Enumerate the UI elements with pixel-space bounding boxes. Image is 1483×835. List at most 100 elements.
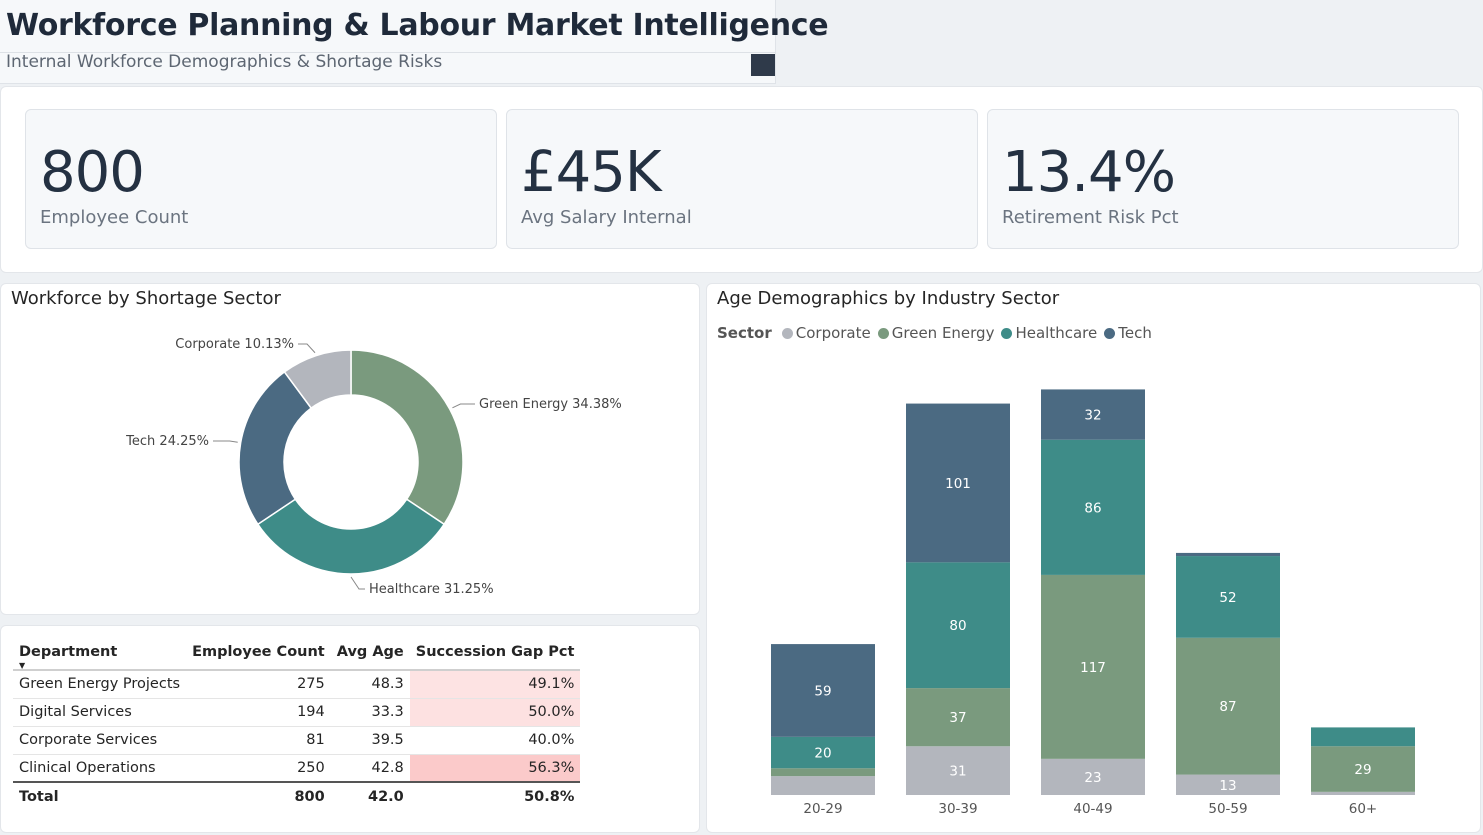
bar-segment-corporate[interactable] [1041,758,1145,795]
table-total-row: Total 800 42.0 50.8% [13,781,581,810]
bar-data-label: 52 [1219,590,1236,606]
bar-segment-tech[interactable] [906,403,1010,563]
bar-data-label: 117 [1080,660,1106,676]
donut-slice-green-energy[interactable] [350,349,464,526]
kpi-value: 13.4% [1002,140,1176,205]
cell-department: Clinical Operations [13,753,187,782]
bar-data-label: 87 [1219,699,1236,715]
cell-avg-age: 39.5 [330,725,410,754]
donut-leader-line [213,440,238,443]
bar-segment-green-energy[interactable] [1041,574,1145,759]
bar-data-label: 101 [945,476,971,492]
donut-data-label: Green Energy 34.38% [479,397,622,412]
stacked-bar-chart: 20 59 20-29 31 37 80 101 30-39 23 117 86 32 40-49 13 8… [771,389,1415,817]
total-employee-count: 800 [186,781,331,810]
donut-data-label: Healthcare 31.25% [369,582,494,597]
bar-segment-green-energy[interactable] [906,688,1010,747]
legend-label: Corporate [795,324,871,342]
kpi-band: 800 Employee Count £45K Avg Salary Inter… [0,86,1483,273]
bar-panel: Age Demographics by Industry Sector Sect… [706,283,1481,833]
cell-employee-count: 275 [186,669,331,698]
sort-desc-icon[interactable]: ▼ [19,661,26,670]
donut-slice-corporate[interactable] [283,349,352,410]
bar-segment-green-energy[interactable] [1176,637,1280,775]
legend-dot-icon [1001,327,1013,339]
menu-square-button[interactable] [751,54,775,76]
table-row[interactable]: Clinical Operations 250 42.8 56.3% [13,753,581,782]
bar-data-label: 13 [1219,778,1236,794]
table-row[interactable]: Corporate Services 81 39.5 40.0% [13,725,581,754]
cell-succession-gap: 50.0% [409,697,581,726]
kpi-card-avg-salary[interactable]: £45K Avg Salary Internal [506,109,978,249]
title-divider [0,52,776,53]
table-row[interactable]: Green Energy Projects 275 48.3 49.1% [13,669,581,698]
kpi-card-employee-count[interactable]: 800 Employee Count [25,109,497,249]
bar-segment-healthcare[interactable] [771,736,875,769]
column-header-avg-age[interactable]: Avg Age [336,643,404,660]
x-tick-label: 40-49 [1073,801,1112,817]
page-title: Workforce Planning & Labour Market Intel… [6,8,829,43]
column-header-label: Department [19,643,118,660]
x-tick-label: 60+ [1349,801,1378,817]
bar-segment-tech[interactable] [1041,389,1145,440]
legend-label: Healthcare [1015,324,1098,342]
bar-data-label: 59 [814,683,831,699]
cell-employee-count: 81 [186,725,331,754]
donut-leader-line [350,576,365,590]
legend-item-corporate[interactable]: Corporate [781,324,871,342]
bar-segment-healthcare[interactable] [906,562,1010,689]
bar-data-label: 80 [949,618,966,634]
table-header-row: Department ▼ Employee Count Avg Age Succ… [13,634,581,670]
x-tick-label: 30-39 [938,801,977,817]
bar-data-label: 86 [1084,500,1101,516]
bar-data-label: 37 [949,710,966,726]
bar-segment-green-energy[interactable] [771,768,875,777]
donut-slice-tech[interactable] [238,370,313,526]
cell-department: Digital Services [13,697,187,726]
bar-segment-corporate[interactable] [1176,774,1280,795]
bar-legend: Sector Corporate Green Energy Healthcare… [717,324,1159,342]
column-header-succession-gap[interactable]: Succession Gap Pct [415,643,575,660]
cell-employee-count: 194 [186,697,331,726]
total-avg-age: 42.0 [330,781,410,810]
cell-department: Green Energy Projects [13,669,187,698]
bar-data-label: 29 [1354,762,1371,778]
donut-slice-healthcare[interactable] [256,498,446,575]
legend-item-green-energy[interactable]: Green Energy [877,324,995,342]
table-panel: Department ▼ Employee Count Avg Age Succ… [0,625,700,833]
kpi-value: 800 [40,140,145,205]
bar-segment-corporate[interactable] [1311,791,1415,795]
column-header-department[interactable]: Department ▼ [13,634,186,670]
bar-segment-green-energy[interactable] [1311,746,1415,792]
bar-segment-corporate[interactable] [906,746,1010,795]
report-header: Workforce Planning & Labour Market Intel… [0,0,829,84]
cell-avg-age: 48.3 [330,669,410,698]
bar-segment-healthcare[interactable] [1311,727,1415,747]
bar-segment-corporate[interactable] [771,776,875,795]
cell-department: Corporate Services [13,725,187,754]
legend-label: Green Energy [891,324,995,342]
donut-data-label: Tech 24.25% [125,434,209,449]
kpi-card-retirement-risk[interactable]: 13.4% Retirement Risk Pct [987,109,1459,249]
total-label: Total [13,781,187,810]
donut-title: Workforce by Shortage Sector [11,288,281,309]
bar-segment-healthcare[interactable] [1176,556,1280,638]
legend-dot-icon [877,327,889,339]
bar-title: Age Demographics by Industry Sector [717,288,1060,309]
cell-employee-count: 250 [186,753,331,782]
legend-item-tech[interactable]: Tech [1104,324,1152,342]
cell-avg-age: 33.3 [330,697,410,726]
bar-segment-tech[interactable] [1176,552,1280,557]
kpi-label: Retirement Risk Pct [1002,207,1179,228]
x-tick-label: 50-59 [1208,801,1247,817]
column-header-employee-count[interactable]: Employee Count [192,643,325,660]
bar-data-label: 23 [1084,770,1101,786]
page-subtitle: Internal Workforce Demographics & Shorta… [6,52,443,72]
legend-item-healthcare[interactable]: Healthcare [1001,324,1097,342]
donut-panel: Workforce by Shortage Sector Green Energ… [0,283,700,615]
table-row[interactable]: Digital Services 194 33.3 50.0% [13,697,581,726]
bar-segment-tech[interactable] [771,644,875,737]
legend-dot-icon [1104,327,1116,339]
bar-segment-healthcare[interactable] [1041,439,1145,575]
department-table: Department ▼ Employee Count Avg Age Succ… [13,634,581,810]
